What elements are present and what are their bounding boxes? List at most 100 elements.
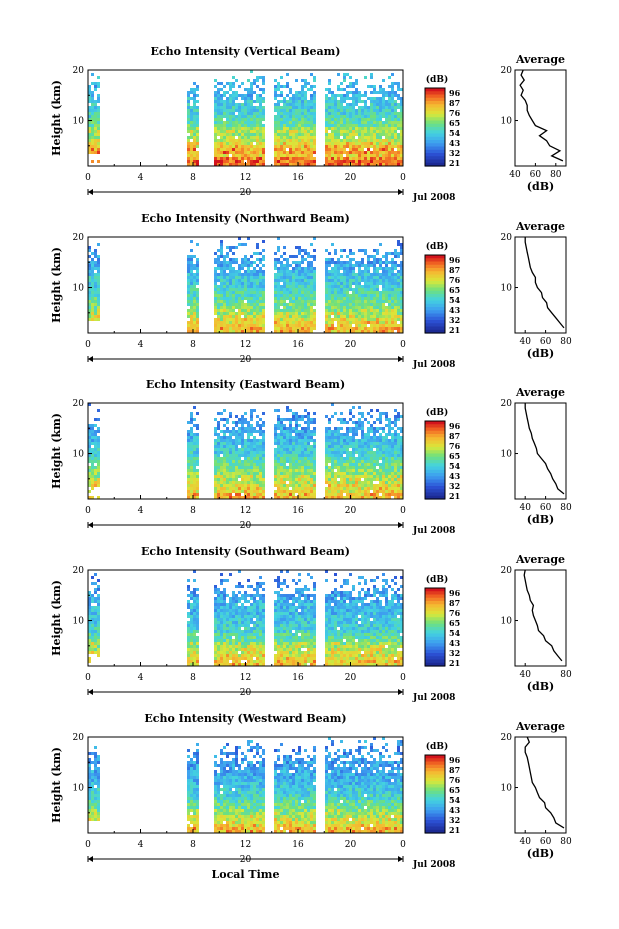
heatmap-cell <box>217 127 220 130</box>
heatmap-cell <box>370 493 373 496</box>
heatmap-cell <box>289 424 292 427</box>
heatmap-cell <box>232 282 235 285</box>
heatmap-cell <box>370 136 373 139</box>
heatmap-cell <box>382 88 385 91</box>
heatmap-cell <box>223 439 226 442</box>
heatmap-cell <box>229 97 232 100</box>
heatmap-cell <box>196 424 199 427</box>
heatmap-cell <box>193 154 196 157</box>
heatmap-cell <box>352 466 355 469</box>
heatmap-cell <box>325 94 328 97</box>
heatmap-cell <box>313 294 316 297</box>
heatmap-cell <box>259 282 262 285</box>
heatmap-cell <box>235 421 238 424</box>
heatmap-cell <box>256 106 259 109</box>
heatmap-cell <box>349 282 352 285</box>
heatmap-cell <box>400 136 403 139</box>
heatmap-cell <box>310 478 313 481</box>
heatmap-cell <box>232 91 235 94</box>
heatmap-cell <box>382 442 385 445</box>
heatmap-cell <box>388 327 391 330</box>
heatmap-cell <box>367 321 370 324</box>
heatmap-cell <box>292 106 295 109</box>
heatmap-cell <box>310 103 313 106</box>
heatmap-cell <box>307 327 310 330</box>
heatmap-cell <box>283 148 286 151</box>
heatmap-cell <box>247 97 250 100</box>
heatmap-cell <box>325 478 328 481</box>
heatmap-cell <box>334 430 337 433</box>
heatmap-cell <box>391 318 394 321</box>
heatmap-cell <box>193 466 196 469</box>
heatmap-cell <box>391 148 394 151</box>
heatmap-cell <box>349 439 352 442</box>
heatmap-cell <box>292 115 295 118</box>
heatmap-cell <box>337 142 340 145</box>
heatmap-cell <box>391 279 394 282</box>
heatmap-cell <box>280 433 283 436</box>
heatmap-cell <box>373 496 376 499</box>
heatmap-cell <box>262 327 265 330</box>
heatmap-cell <box>358 445 361 448</box>
heatmap-cell <box>364 109 367 112</box>
heatmap-cell <box>97 267 100 270</box>
heatmap-cell <box>247 481 250 484</box>
heatmap-cell <box>256 496 259 499</box>
heatmap-cell <box>346 439 349 442</box>
heatmap-cell <box>289 445 292 448</box>
heatmap-cell <box>349 454 352 457</box>
heatmap-cell <box>283 115 286 118</box>
heatmap-cell <box>328 112 331 115</box>
heatmap-cell <box>238 496 241 499</box>
heatmap-cell <box>373 267 376 270</box>
heatmap-cell <box>352 127 355 130</box>
heatmap-cell <box>187 255 190 258</box>
heatmap-cell <box>292 436 295 439</box>
heatmap-cell <box>313 490 316 493</box>
heatmap-cell <box>247 475 250 478</box>
heatmap-cell <box>247 142 250 145</box>
heatmap-cell <box>220 255 223 258</box>
heatmap-cell <box>220 145 223 148</box>
heatmap-cell <box>190 430 193 433</box>
heatmap-cell <box>346 303 349 306</box>
heatmap-cell <box>214 442 217 445</box>
heatmap-cell <box>373 487 376 490</box>
heatmap-cell <box>364 469 367 472</box>
heatmap-cell <box>220 124 223 127</box>
heatmap-cell <box>370 142 373 145</box>
heatmap-cell <box>355 330 358 333</box>
heatmap-cell <box>280 279 283 282</box>
heatmap-cell <box>190 130 193 133</box>
heatmap-cell <box>277 487 280 490</box>
heatmap-cell <box>94 85 97 88</box>
heatmap-cell <box>226 285 229 288</box>
heatmap-cell <box>295 466 298 469</box>
heatmap-cell <box>223 91 226 94</box>
heatmap-cell <box>253 309 256 312</box>
heatmap-cell <box>391 139 394 142</box>
heatmap-cell <box>379 415 382 418</box>
heatmap-cell <box>223 121 226 124</box>
heatmap-cell <box>331 403 334 406</box>
heatmap-cell <box>229 127 232 130</box>
heatmap-cell <box>328 258 331 261</box>
heatmap-cell <box>364 124 367 127</box>
heatmap-cell <box>226 490 229 493</box>
heatmap-cell <box>391 315 394 318</box>
heatmap-cell <box>388 115 391 118</box>
heatmap-cell <box>349 115 352 118</box>
heatmap-cell <box>253 460 256 463</box>
heatmap-cell <box>292 109 295 112</box>
heatmap-cell <box>214 282 217 285</box>
heatmap-cell <box>244 88 247 91</box>
heatmap-cell <box>250 133 253 136</box>
heatmap-cell <box>229 258 232 261</box>
heatmap-cell <box>298 312 301 315</box>
heatmap-cell <box>286 324 289 327</box>
heatmap-cell <box>298 330 301 333</box>
heatmap-cell <box>226 112 229 115</box>
heatmap-cell <box>295 139 298 142</box>
heatmap-cell <box>328 121 331 124</box>
heatmap-cell <box>292 142 295 145</box>
